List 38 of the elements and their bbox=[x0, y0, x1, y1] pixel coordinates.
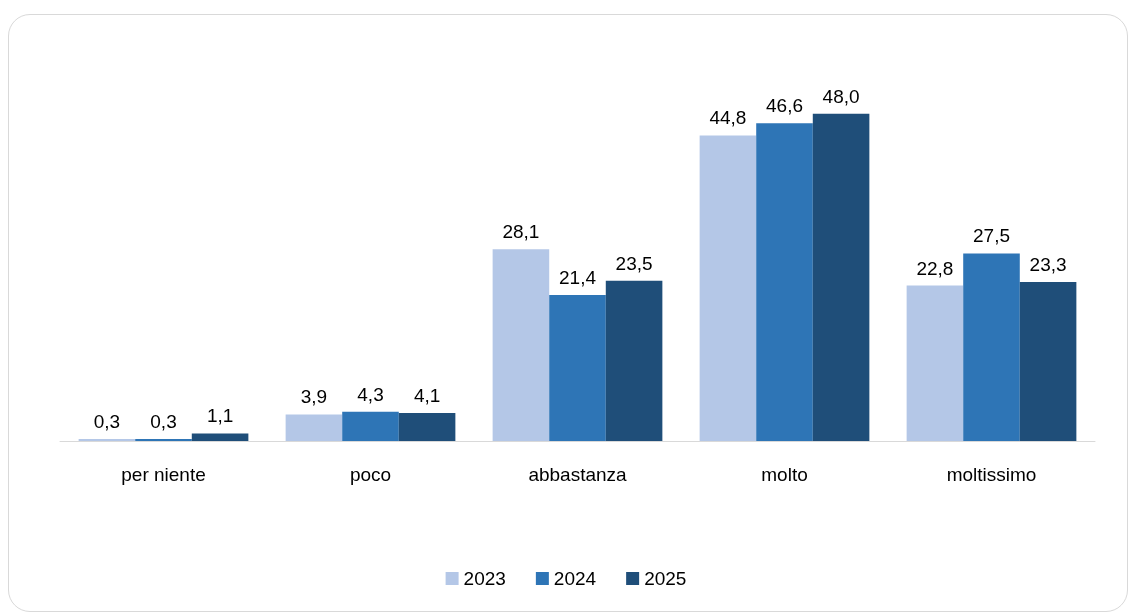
bar bbox=[1019, 282, 1077, 441]
data-label: 44,8 bbox=[709, 107, 747, 129]
x-tick-label: abbastanza bbox=[528, 464, 628, 485]
legend-label: 2024 bbox=[553, 568, 597, 589]
data-label: 4,1 bbox=[413, 385, 441, 407]
bar bbox=[78, 438, 136, 441]
legend-label: 2023 bbox=[463, 568, 506, 589]
data-label: 27,5 bbox=[973, 225, 1010, 247]
bar bbox=[812, 113, 870, 441]
data-label: 21,4 bbox=[559, 267, 597, 289]
bar bbox=[963, 253, 1020, 441]
data-label: 23,5 bbox=[615, 252, 653, 274]
bar bbox=[285, 414, 343, 441]
bar bbox=[549, 295, 606, 441]
bar bbox=[492, 249, 550, 441]
bar bbox=[906, 285, 964, 441]
x-tick-label: poco bbox=[349, 464, 392, 485]
x-tick-label: per niente bbox=[121, 464, 206, 485]
data-label: 3,9 bbox=[300, 386, 328, 408]
legend-label: 2025 bbox=[644, 568, 687, 589]
data-label: 28,1 bbox=[502, 221, 540, 243]
bar bbox=[135, 438, 192, 441]
data-label: 23,3 bbox=[1029, 254, 1067, 276]
bar bbox=[699, 135, 757, 441]
bar bbox=[605, 280, 663, 441]
data-label: 1,1 bbox=[206, 405, 234, 427]
x-tick-label: molto bbox=[761, 464, 808, 485]
x-tick-label: moltissimo bbox=[946, 464, 1037, 485]
data-label: 4,3 bbox=[357, 383, 384, 405]
data-label: 0,3 bbox=[93, 410, 121, 432]
data-label: 22,8 bbox=[916, 257, 954, 279]
data-label: 46,6 bbox=[766, 95, 803, 117]
bar bbox=[191, 433, 249, 441]
data-label: 0,3 bbox=[150, 410, 177, 432]
bar bbox=[342, 411, 399, 441]
data-label: 48,0 bbox=[822, 85, 860, 107]
bar bbox=[756, 123, 813, 441]
bar bbox=[398, 413, 456, 441]
